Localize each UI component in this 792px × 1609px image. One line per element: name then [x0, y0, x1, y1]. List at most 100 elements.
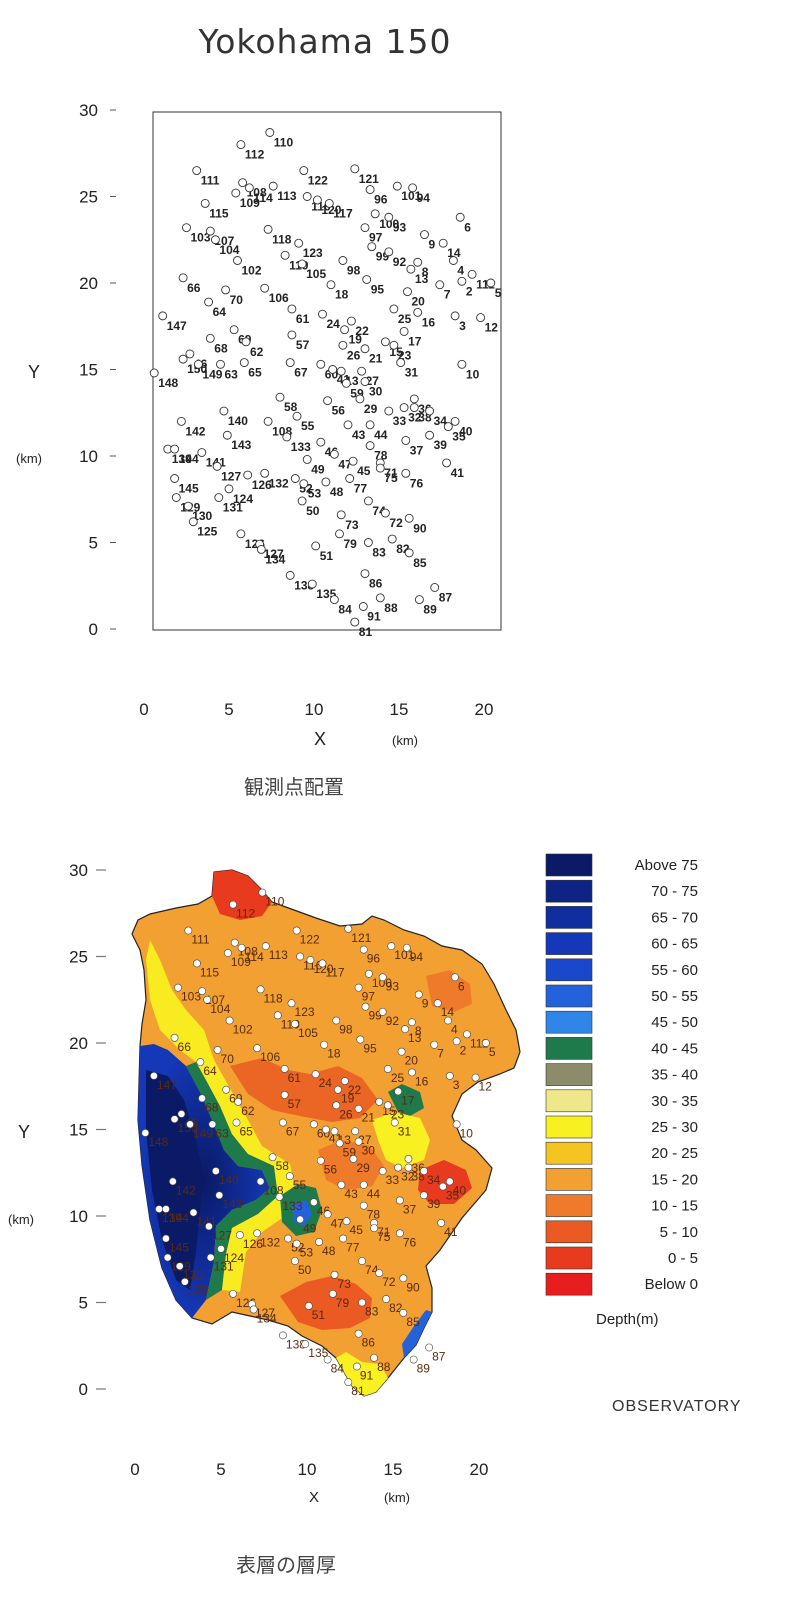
bottom-x-tick-label: 20: [470, 1460, 489, 1479]
station-marker: 103: [182, 223, 211, 245]
station-dot: [360, 377, 370, 387]
depth-station-dot: [359, 945, 368, 954]
station-dot: [380, 337, 390, 347]
station-dot: [263, 224, 273, 234]
station-marker: 89: [414, 595, 437, 617]
depth-station-dot: [383, 1101, 392, 1110]
legend-entry: 40 - 45: [545, 1037, 698, 1060]
depth-station-dot: [375, 1097, 384, 1106]
station-label: 109: [240, 196, 260, 210]
station-marker: 95: [362, 275, 384, 297]
depth-station-label: 18: [327, 1047, 341, 1061]
depth-station-label: 73: [338, 1277, 352, 1291]
station-label: 45: [357, 464, 371, 478]
station-marker: 104: [210, 235, 240, 257]
depth-station-marker: 49: [296, 1215, 317, 1235]
legend-swatch: [545, 984, 593, 1008]
legend-entry: 35 - 40: [545, 1063, 698, 1086]
station-dot: [185, 349, 195, 359]
station-marker: 34: [425, 406, 447, 428]
station-dot: [182, 223, 191, 233]
station-label: 32: [408, 411, 422, 425]
legend-entry: 55 - 60: [545, 958, 698, 982]
station-dot: [360, 223, 370, 233]
station-label: 6: [464, 220, 471, 234]
depth-station-marker: 149: [186, 1120, 213, 1140]
legend-label: 40 - 45: [651, 1040, 698, 1057]
station-label: 145: [179, 481, 199, 495]
depth-station-marker: 68: [198, 1094, 219, 1114]
depth-station-label: 148: [148, 1135, 168, 1149]
station-dot: [367, 242, 377, 252]
station-dot: [375, 593, 385, 603]
station-dot: [435, 280, 445, 290]
top-x-axis: 0 5 10 15 20: [139, 700, 493, 719]
depth-station-marker: 102: [225, 1016, 253, 1037]
depth-station-dot: [225, 1016, 234, 1025]
depth-station-label: 5: [489, 1045, 496, 1059]
depth-station-label: 143: [222, 1197, 242, 1211]
depth-station-marker: 117: [318, 959, 345, 979]
depth-station-dot: [344, 924, 353, 933]
depth-station-label: 122: [300, 933, 320, 947]
station-dot: [268, 181, 278, 191]
station-dot: [241, 337, 251, 347]
depth-station-label: 99: [368, 1009, 382, 1023]
station-marker: 78: [365, 441, 388, 463]
depth-station-label: 33: [386, 1173, 400, 1187]
depth-station-marker: 87: [425, 1343, 446, 1363]
depth-station-marker: 56: [316, 1156, 337, 1177]
station-dot: [243, 470, 253, 480]
top-y-tick-label: 20: [79, 274, 98, 293]
depth-station-marker: 83: [358, 1298, 379, 1319]
depth-station-marker: 131: [206, 1253, 234, 1274]
depth-station-dot: [352, 1362, 361, 1371]
depth-station-marker: 132: [253, 1229, 280, 1249]
depth-station-label: 144: [169, 1211, 189, 1225]
depth-station-label: 133: [282, 1199, 302, 1213]
station-label: 14: [447, 246, 461, 260]
station-label: 79: [344, 537, 358, 551]
depth-station-dot: [256, 1177, 265, 1186]
station-dot: [425, 430, 435, 440]
station-dot: [404, 513, 414, 523]
bottom-x-tick-label: 0: [130, 1460, 139, 1479]
depth-station-marker: 19: [334, 1085, 355, 1106]
depth-station-label: 109: [231, 955, 251, 969]
legend-label: 60 - 65: [651, 936, 698, 953]
depth-station-dot: [301, 1340, 310, 1348]
station-marker: 4: [448, 256, 464, 278]
station-dot: [341, 378, 351, 388]
depth-station-dot: [279, 1118, 287, 1127]
station-dot: [176, 416, 186, 426]
station-dot: [170, 474, 180, 483]
station-dot: [178, 354, 188, 364]
top-y-axis: 0 5 10 15 20 25 30: [79, 101, 116, 639]
depth-station-marker: 45: [342, 1217, 363, 1237]
station-label: 2: [466, 284, 473, 298]
legend-label: 10 - 15: [651, 1198, 698, 1215]
depth-station-marker: 32: [394, 1163, 415, 1184]
station-marker: 145: [170, 474, 199, 495]
station-marker: 83: [363, 538, 386, 560]
station-marker: 51: [311, 541, 333, 563]
station-label: 48: [330, 485, 344, 499]
legend-swatch: [545, 1010, 593, 1034]
top-y-tick-label: 5: [89, 534, 98, 553]
station-dot: [328, 365, 338, 374]
depth-station-dot: [170, 1115, 179, 1124]
depth-station-dot: [404, 1155, 413, 1163]
legend-label: Above 75: [635, 857, 698, 874]
depth-station-dot: [445, 1177, 454, 1186]
station-label: 9: [429, 238, 436, 252]
station-dot: [239, 358, 249, 368]
bottom-y-tick-label: 20: [69, 1034, 88, 1053]
station-dot: [476, 313, 486, 323]
station-dot: [233, 256, 242, 265]
depth-station-dot: [354, 1329, 363, 1338]
shallow-band-west: [146, 940, 296, 1292]
station-marker: 122: [299, 166, 328, 188]
